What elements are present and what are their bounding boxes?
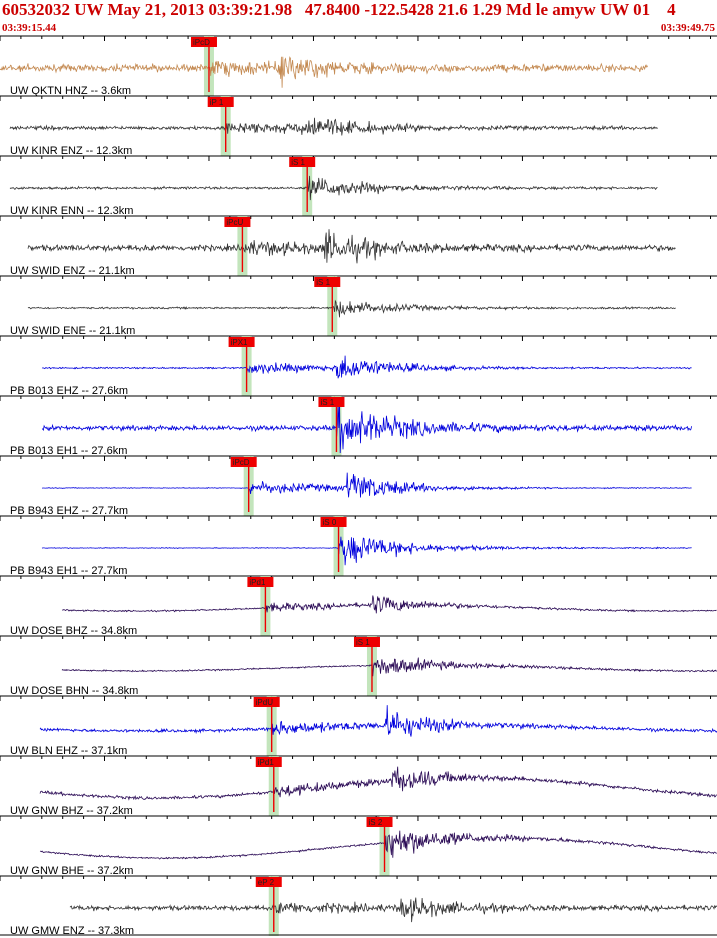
trace-label: UW GNW BHE -- 37.2km <box>10 865 133 877</box>
waveform <box>27 229 676 264</box>
trace-14: iS 2 UW GNW BHE -- 37.2km <box>0 815 717 877</box>
waveform <box>9 175 658 201</box>
pick-label: iPcD <box>233 458 250 467</box>
waveform <box>41 536 692 566</box>
pick-label-box <box>190 37 217 47</box>
trace-label: UW BLN EHZ -- 37.1km <box>10 745 127 757</box>
trace-label: PB B013 EH1 -- 27.6km <box>10 445 127 457</box>
pick-label-box <box>353 637 380 647</box>
pick-label: iS 1 <box>356 638 370 647</box>
pick-label: iPX1 <box>231 338 248 347</box>
pick-label-box <box>224 217 251 227</box>
pick-label-box <box>320 517 347 527</box>
waveform <box>41 355 692 379</box>
trace-7: iS 1 PB B013 EH1 -- 27.6km <box>0 395 717 457</box>
trace-label: PB B013 EHZ -- 27.6km <box>10 385 128 397</box>
pick-label-box <box>289 157 316 167</box>
waveform <box>9 117 658 136</box>
time-end-label: 03:39:49.75 <box>660 22 715 34</box>
trace-2: iP 1 UW KINR ENZ -- 12.3km <box>0 95 717 157</box>
pick-label-box <box>314 277 341 287</box>
pick-label: iS 0 <box>323 518 337 527</box>
waveform <box>61 657 717 677</box>
trace-12: iPdU UW BLN EHZ -- 37.1km <box>0 695 717 757</box>
waveform <box>61 595 717 614</box>
trace-8: iPcD PB B943 EHZ -- 27.7km <box>0 455 717 517</box>
pick-label-box <box>366 817 393 827</box>
trace-label: UW GNW BHZ -- 37.2km <box>10 805 133 817</box>
trace-4: iPcU UW SWID ENZ -- 21.1km <box>0 215 717 277</box>
trace-3: iS 1 UW KINR ENN -- 12.3km <box>0 155 717 217</box>
trace-13: iPd1 UW GNW BHZ -- 37.2km <box>0 755 717 817</box>
traces-layer: iPcD UW QKTN HNZ -- 3.6km iP 1 UW KINR ENZ … <box>0 35 717 937</box>
pick-label: iPcU <box>226 218 243 227</box>
waveform <box>39 830 717 860</box>
trace-label: UW GMW ENZ -- 37.3km <box>10 925 134 937</box>
pick-label: iP 1 <box>210 98 224 107</box>
pick-label: iS 2 <box>369 818 383 827</box>
trace-5: iS 1 UW SWID ENE -- 21.1km <box>0 275 717 337</box>
trace-label: UW DOSE BHZ -- 34.8km <box>10 625 137 637</box>
trace-label: PB B943 EH1 -- 27.7km <box>10 565 127 577</box>
trace-10: iPd1 UW DOSE BHZ -- 34.8km <box>0 575 717 637</box>
waveform <box>39 705 717 737</box>
waveform <box>39 766 717 801</box>
trace-label: UW SWID ENE -- 21.1km <box>10 325 135 337</box>
pick-label: iS 1 <box>291 158 305 167</box>
trace-label: UW DOSE BHN -- 34.8km <box>10 685 138 697</box>
pick-label: eP 2 <box>258 878 275 887</box>
pick-label: iPdU <box>256 698 274 707</box>
trace-label: UW KINR ENN -- 12.3km <box>10 205 133 217</box>
waveform <box>27 299 676 318</box>
time-start-label: 03:39:15.44 <box>2 22 57 34</box>
trace-9: iS 0 PB B943 EH1 -- 27.7km <box>0 515 717 577</box>
trace-6: iPX1 PB B013 EHZ -- 27.6km <box>0 335 717 397</box>
trace-1: iPcD UW QKTN HNZ -- 3.6km <box>0 35 717 97</box>
pick-label-box <box>255 757 282 767</box>
pick-label-box <box>253 697 280 707</box>
trace-label: UW SWID ENZ -- 21.1km <box>10 265 135 277</box>
pick-label-box <box>255 877 282 887</box>
pick-label: iS 1 <box>316 278 330 287</box>
pick-label-box <box>207 97 234 107</box>
pick-label: iPd1 <box>249 578 266 587</box>
pick-label-box <box>247 577 274 587</box>
waveform <box>69 897 717 923</box>
trace-label: PB B943 EHZ -- 27.7km <box>10 505 128 517</box>
waveform <box>41 472 692 498</box>
pick-label-box <box>230 457 257 467</box>
pick-label: iPd1 <box>258 758 275 767</box>
waveform <box>0 56 648 88</box>
pick-label: iPcD <box>193 38 210 47</box>
pick-label-box <box>318 397 345 407</box>
pick-label: iS 1 <box>320 398 334 407</box>
pick-label-box <box>228 337 255 347</box>
trace-11: iS 1 UW DOSE BHN -- 34.8km <box>0 635 717 697</box>
trace-label: UW KINR ENZ -- 12.3km <box>10 145 132 157</box>
event-header-title: 60532032 UW May 21, 2013 03:39:21.98 47.… <box>2 0 676 19</box>
waveform <box>41 400 692 454</box>
trace-label: UW QKTN HNZ -- 3.6km <box>10 85 131 97</box>
trace-15: eP 2 UW GMW ENZ -- 37.3km <box>0 875 717 937</box>
